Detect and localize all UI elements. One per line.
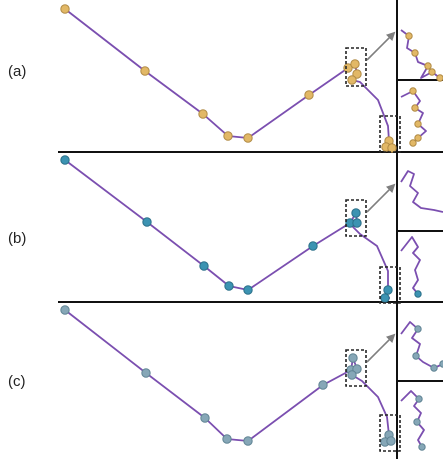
zoom-box-top xyxy=(345,349,367,387)
trajectory-node xyxy=(347,370,357,380)
trajectory-node xyxy=(386,436,396,446)
trajectory-node xyxy=(304,90,314,100)
dividers xyxy=(58,0,443,459)
trajectory-node xyxy=(140,66,150,76)
trajectory-node xyxy=(224,281,234,291)
inset-path-top xyxy=(400,170,443,213)
trajectory-node xyxy=(243,133,253,143)
trajectory-path xyxy=(64,159,390,299)
trajectory-node xyxy=(141,368,151,378)
callout-arrow xyxy=(366,183,396,213)
zoom-box-bottom xyxy=(379,115,401,153)
inset-node xyxy=(418,443,426,451)
trajectory-node xyxy=(380,293,390,303)
trajectory-node xyxy=(308,241,318,251)
trajectory-node xyxy=(352,364,362,374)
panel-label: (b) xyxy=(8,230,26,247)
inset-node xyxy=(414,290,422,298)
trajectory-node xyxy=(352,218,362,228)
inset-node xyxy=(415,395,423,403)
panel-c: (c) xyxy=(8,305,443,452)
trajectory-node xyxy=(383,285,393,295)
callout-arrow xyxy=(366,333,396,363)
zoom-box-bottom xyxy=(379,414,401,452)
inset-path-bottom xyxy=(400,236,421,295)
trajectory-node xyxy=(223,131,233,141)
inset-node xyxy=(413,418,421,426)
inset-node xyxy=(411,104,419,112)
trajectory-node xyxy=(60,155,70,165)
inset-node xyxy=(414,120,422,128)
inset-path-top xyxy=(400,321,443,369)
inset-node xyxy=(412,352,420,360)
trajectory-node xyxy=(352,69,362,79)
trajectory-path xyxy=(64,8,393,149)
callout-arrow xyxy=(366,31,396,61)
inset-node xyxy=(405,32,413,40)
trajectory-node xyxy=(347,75,357,85)
panel-b: (b) xyxy=(8,155,443,304)
panel-label: (c) xyxy=(8,373,26,390)
inset-node xyxy=(414,134,422,142)
inset-path-bottom xyxy=(400,390,425,448)
trajectory-node xyxy=(198,109,208,119)
trajectory-node xyxy=(243,436,253,446)
inset-path-top xyxy=(400,29,441,79)
trajectory-node xyxy=(350,59,360,69)
trajectory-node xyxy=(60,305,70,315)
inset-node xyxy=(436,74,443,82)
inset-node xyxy=(409,87,417,95)
trajectory-node xyxy=(60,4,70,14)
trajectory-node xyxy=(222,434,232,444)
trajectory-node xyxy=(348,353,358,363)
inset-node xyxy=(414,325,422,333)
inset-node xyxy=(424,62,432,70)
zoom-box-bottom xyxy=(379,266,401,304)
trajectory-node xyxy=(142,217,152,227)
trajectory-node xyxy=(318,380,328,390)
trajectory-node xyxy=(199,261,209,271)
panels: (a) (b) (c) xyxy=(8,4,443,452)
panel-a: (a) xyxy=(8,4,443,153)
trajectory-node xyxy=(387,143,397,153)
trajectory-node xyxy=(343,63,353,73)
trajectory-path xyxy=(64,309,392,443)
inset-node xyxy=(428,68,436,76)
zoom-box-top xyxy=(345,47,367,87)
trajectory-node xyxy=(351,208,361,218)
inset-node xyxy=(409,139,417,147)
trajectory-node xyxy=(200,413,210,423)
trajectory-node xyxy=(243,285,253,295)
inset-node xyxy=(430,364,438,372)
inset-node xyxy=(411,49,419,57)
panel-label: (a) xyxy=(8,63,26,80)
inset-path-bottom xyxy=(400,90,427,144)
zoom-box-top xyxy=(345,199,367,237)
